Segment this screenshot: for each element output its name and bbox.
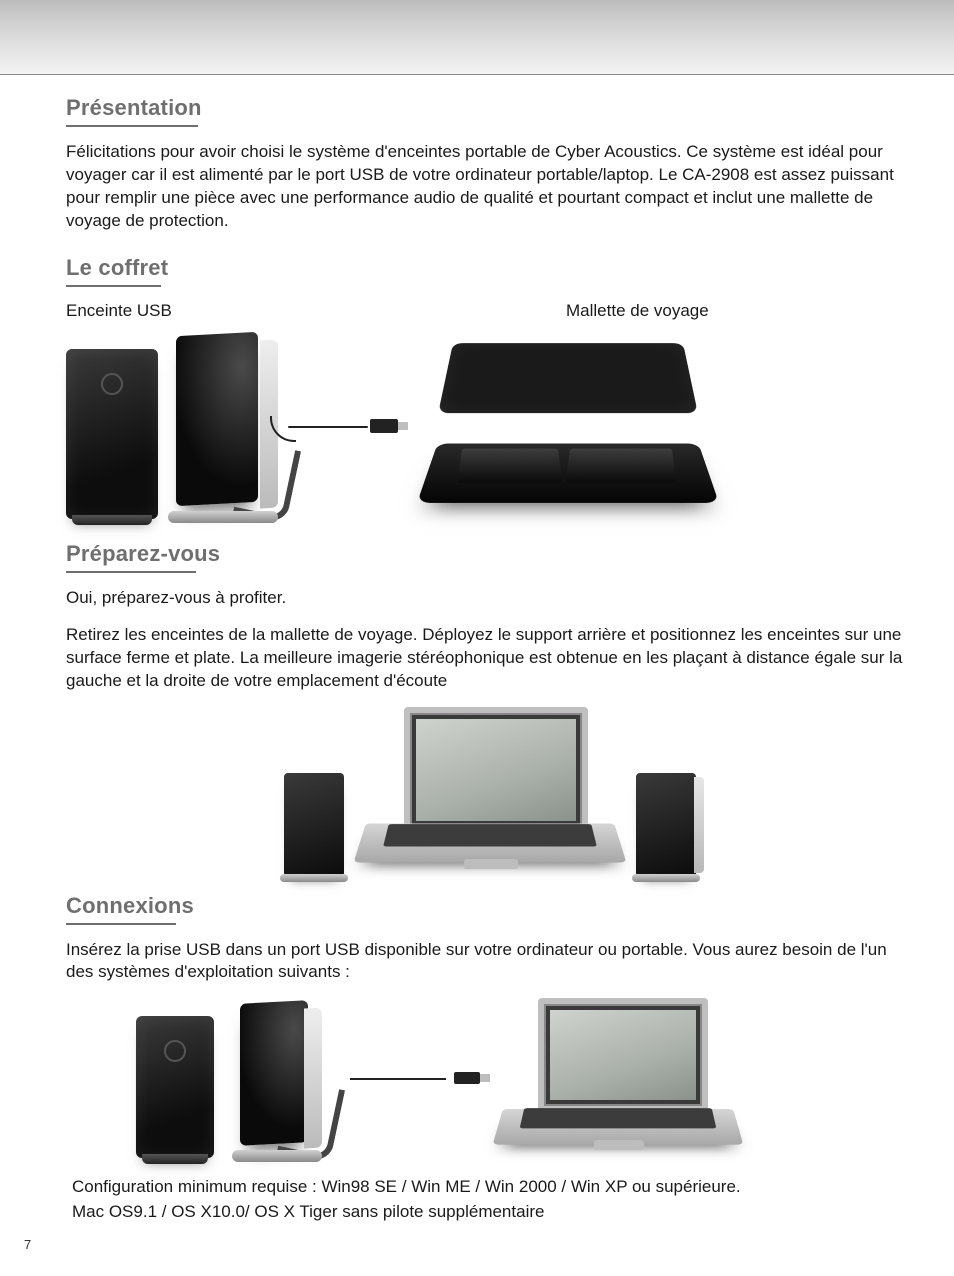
heading-preparez: Préparez-vous: [66, 541, 914, 567]
min-config-line1: Configuration minimum requise : Win98 SE…: [66, 1176, 914, 1199]
speaker-front-image: [66, 349, 158, 519]
heading-underline: [66, 571, 196, 573]
heading-underline: [66, 285, 161, 287]
speaker-left-image: [284, 773, 344, 877]
section-coffret: Le coffret Enceinte USB Mallette de voya…: [66, 255, 914, 519]
section-presentation: Présentation Félicitations pour avoir ch…: [66, 95, 914, 233]
speaker-front-image-2: [136, 1016, 214, 1158]
usb-cable-image-2: [350, 1058, 480, 1098]
laptop-image-2: [498, 998, 738, 1158]
heading-presentation: Présentation: [66, 95, 914, 121]
heading-connexions: Connexions: [66, 893, 914, 919]
preparez-line1: Oui, préparez-vous à profiter.: [66, 587, 914, 610]
section-connexions: Connexions Insérez la prise USB dans un …: [66, 893, 914, 1225]
min-config-line2: Mac OS9.1 / OS X10.0/ OS X Tiger sans pi…: [66, 1201, 914, 1224]
coffret-image-row: [66, 329, 914, 519]
usb-cable-image: [288, 404, 398, 444]
preparez-body: Retirez les enceintes de la mallette de …: [66, 624, 914, 693]
heading-underline: [66, 125, 198, 127]
connexions-image-row: [136, 998, 914, 1158]
label-enceinte-usb: Enceinte USB: [66, 301, 566, 321]
label-mallette: Mallette de voyage: [566, 301, 914, 321]
setup-image-row: [66, 707, 914, 877]
speaker-with-stand-image: [168, 334, 288, 519]
page-number: 7: [24, 1237, 31, 1252]
connexions-body: Insérez la prise USB dans un port USB di…: [66, 939, 914, 985]
speaker-right-image: [636, 773, 696, 877]
speaker-with-stand-image-2: [232, 1002, 332, 1158]
section-preparez: Préparez-vous Oui, préparez-vous à profi…: [66, 541, 914, 877]
heading-underline: [66, 923, 176, 925]
laptop-image: [360, 707, 620, 877]
presentation-body: Félicitations pour avoir choisi le systè…: [66, 141, 914, 233]
heading-coffret: Le coffret: [66, 255, 914, 281]
travel-case-image: [428, 329, 708, 519]
header-gradient-bar: [0, 0, 954, 75]
